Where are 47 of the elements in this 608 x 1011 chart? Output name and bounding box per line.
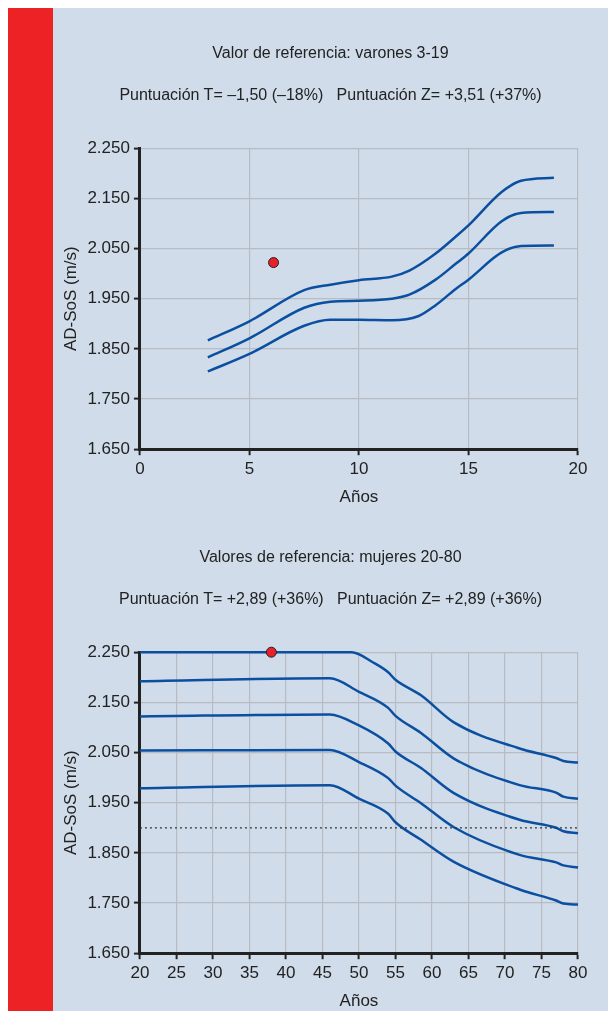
line-series — [206, 176, 556, 342]
x-tick-label: 50 — [349, 963, 369, 983]
x-tick-label: 35 — [240, 963, 259, 983]
y-tick-label: 2.150 — [87, 188, 130, 208]
y-tick-label: 1.650 — [87, 942, 130, 962]
line-series — [206, 244, 556, 373]
x-tick-label: 80 — [568, 963, 588, 983]
line-series — [206, 210, 556, 359]
y-tick-label: 1.850 — [87, 338, 130, 358]
x-tick-label: 10 — [349, 459, 369, 479]
chart-title: Valores de referencia: mujeres 20-80 — [198, 548, 463, 566]
y-tick-label: 2.150 — [87, 692, 130, 712]
x-tick-label: 55 — [386, 963, 405, 983]
x-tick-label: 15 — [459, 459, 478, 479]
y-tick-label: 2.250 — [87, 137, 130, 157]
x-tick-label: 20 — [568, 459, 588, 479]
x-tick-label: 5 — [244, 459, 255, 479]
x-axis-title: Años — [339, 487, 379, 507]
x-tick-label: 0 — [135, 459, 145, 479]
y-tick-label: 2.050 — [87, 742, 130, 762]
x-tick-label: 40 — [276, 963, 296, 983]
line-series — [138, 783, 580, 906]
y-axis-title: AD-SoS (m/s) — [60, 750, 80, 856]
x-tick-label: 70 — [495, 963, 515, 983]
x-tick-label: 75 — [532, 963, 551, 983]
y-tick-label: 1.750 — [87, 892, 130, 912]
chart-title: Valor de referencia: varones 3-19 — [211, 44, 450, 62]
y-tick-label: 1.950 — [87, 288, 130, 308]
x-tick-label: 65 — [459, 963, 478, 983]
x-tick-label: 45 — [313, 963, 332, 983]
line-series — [138, 713, 580, 835]
chart-subtitle: Puntuación T= –1,50 (–18%) Puntuación Z= +3,51 (+37%) — [118, 86, 543, 104]
chart-subtitle: Puntuación T= +2,89 (+36%) Puntuación Z= +2,89 (+36%) — [117, 590, 544, 608]
y-tick-label: 2.250 — [87, 641, 130, 661]
x-tick-label: 60 — [422, 963, 442, 983]
x-tick-label: 20 — [130, 963, 150, 983]
line-series — [138, 748, 580, 869]
x-tick-label: 30 — [203, 963, 223, 983]
line-series — [138, 677, 580, 800]
y-tick-label: 2.050 — [87, 238, 130, 258]
y-tick-label: 1.950 — [87, 792, 130, 812]
y-tick-label: 1.750 — [87, 388, 130, 408]
y-tick-label: 1.850 — [87, 842, 130, 862]
y-tick-label: 1.650 — [87, 438, 130, 458]
x-axis-title: Años — [339, 991, 379, 1011]
x-tick-label: 25 — [166, 963, 186, 983]
y-axis-title: AD-SoS (m/s) — [60, 246, 80, 352]
